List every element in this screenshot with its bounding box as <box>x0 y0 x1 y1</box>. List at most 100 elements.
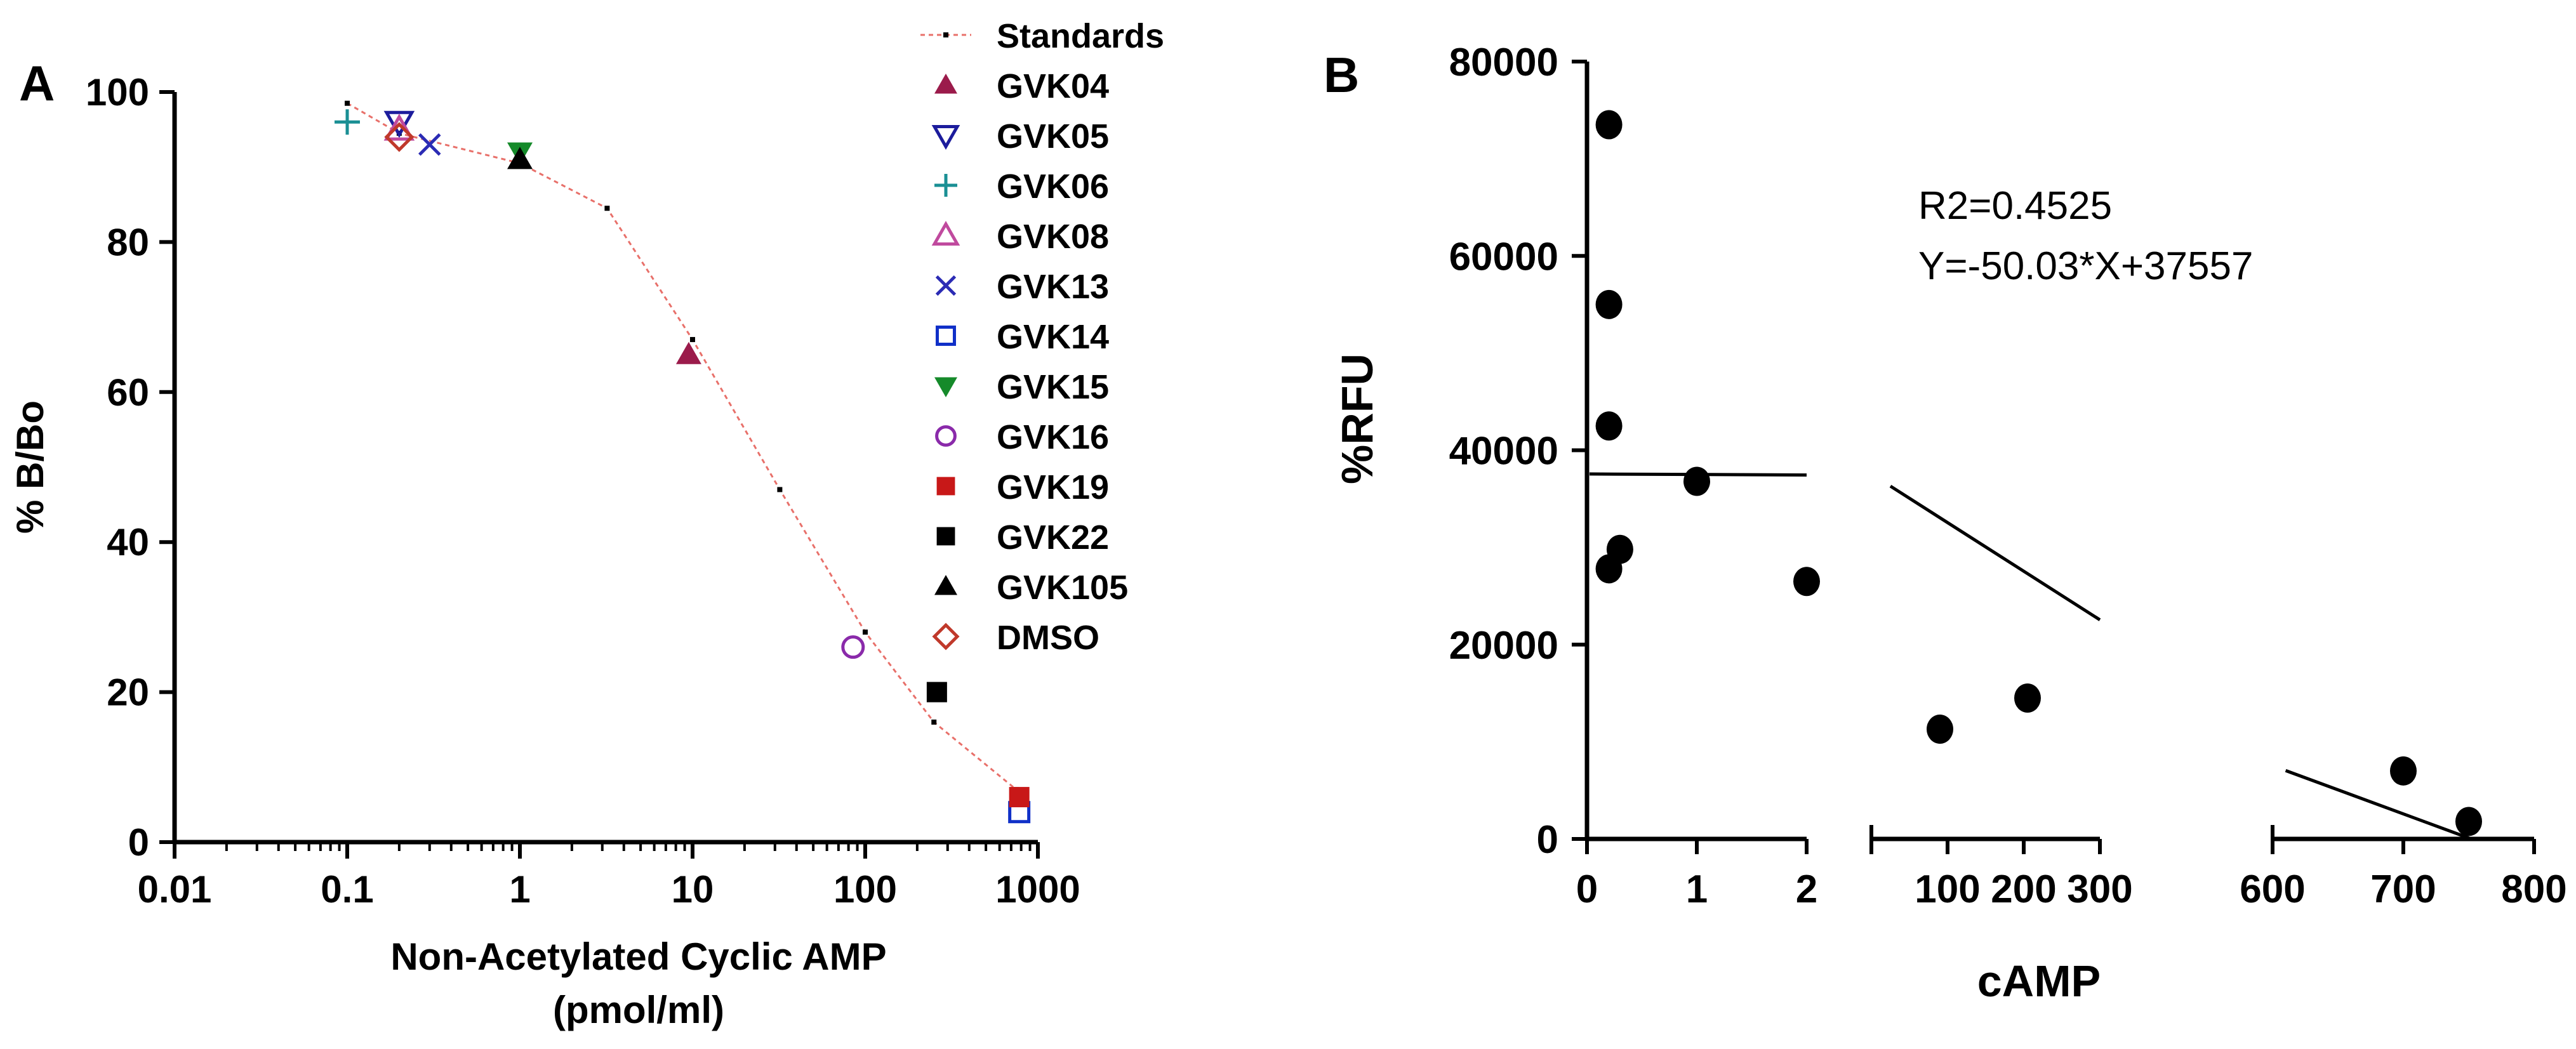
legend-label-gvk08: GVK08 <box>997 218 1109 256</box>
panel-b-points <box>1595 110 2482 836</box>
x-tick-label: 0.1 <box>321 868 373 911</box>
legend-marker-gvk13 <box>935 275 957 296</box>
panel-b: B 0 20000 40000 60000 80000 0 1 2 100 200 300 600 7… <box>1324 41 2567 1006</box>
panel-b-x-axis-segments: 0 1 2 100 200 300 600 700 800 <box>1576 825 2567 911</box>
point-gvk06 <box>335 109 360 135</box>
legend-marker-gvk04 <box>934 74 957 94</box>
legend-label-dmso: DMSO <box>997 619 1099 657</box>
y-tick-label: 40000 <box>1449 430 1558 473</box>
panel-b-x-label: cAMP <box>1977 956 2101 1006</box>
y-tick-label: 80000 <box>1449 41 1558 84</box>
x-tick-label: 200 <box>1991 868 2056 911</box>
legend-label-gvk14: GVK14 <box>997 318 1109 356</box>
standards-curve <box>347 102 1017 791</box>
y-tick-label: 80 <box>107 221 149 263</box>
x-tick-label: 700 <box>2370 868 2436 911</box>
y-tick-label: 40 <box>107 521 149 564</box>
panel-a-series-markers <box>335 109 1031 824</box>
panel-b-fit-lines <box>1589 472 2472 841</box>
point-gvk19 <box>1009 787 1030 808</box>
legend-label-gvk13: GVK13 <box>997 268 1109 306</box>
x-tick-label: 100 <box>1915 868 1980 911</box>
legend-marker-gvk06 <box>934 174 957 197</box>
standard-point <box>604 206 610 211</box>
x-tick-label: 100 <box>833 868 897 911</box>
legend-label-gvk06: GVK06 <box>997 168 1109 206</box>
y-tick-label: 20 <box>107 671 149 714</box>
legend-marker-gvk15 <box>934 377 957 397</box>
data-point <box>1927 714 1953 744</box>
point-gvk05 <box>383 110 415 138</box>
x-tick-label: 600 <box>2240 868 2305 911</box>
point-gvk13 <box>418 133 441 156</box>
legend-label-gvk15: GVK15 <box>997 368 1109 406</box>
data-point <box>2455 807 2482 836</box>
y-tick-label: 0 <box>128 821 149 864</box>
point-gvk105 <box>507 147 533 169</box>
panel-b-y-label: %RFU <box>1332 353 1382 484</box>
legend-marker-gvk16 <box>935 425 957 447</box>
x-tick-label: 800 <box>2501 868 2566 911</box>
legend-label-gvk22: GVK22 <box>997 518 1109 557</box>
standard-point <box>345 100 350 106</box>
legend-label-gvk16: GVK16 <box>997 418 1109 456</box>
standard-point <box>690 337 695 343</box>
x-tick-label: 0 <box>1576 868 1598 911</box>
legend-standards-marker <box>943 32 948 37</box>
point-gvk08 <box>383 114 415 141</box>
data-point <box>1595 554 1623 584</box>
legend-label-gvk04: GVK04 <box>997 67 1109 105</box>
fit-line-segment-2 <box>1889 484 2101 621</box>
standards-points <box>345 100 1019 793</box>
x-tick-label: 10 <box>672 868 714 911</box>
point-gvk16 <box>841 635 865 659</box>
legend-marker-dmso <box>932 623 960 650</box>
point-dmso <box>384 122 415 152</box>
legend-marker-gvk08 <box>931 220 960 246</box>
panel-a-label: A <box>19 55 55 111</box>
data-point <box>2390 756 2417 786</box>
data-point <box>2014 683 2041 713</box>
y-tick-label: 100 <box>86 71 149 114</box>
legend-marker-gvk05 <box>931 125 960 150</box>
data-point <box>1595 411 1623 441</box>
y-tick-label: 60000 <box>1449 235 1558 279</box>
legend-marker-gvk22 <box>936 527 955 546</box>
legend-label-standards: Standards <box>997 17 1164 55</box>
legend-label-gvk19: GVK19 <box>997 468 1109 506</box>
panel-a-y-label: % B/Bo <box>9 400 51 534</box>
standard-point <box>863 630 868 635</box>
data-point <box>1683 466 1710 496</box>
r-squared-annotation: R2=0.4525 <box>1918 184 2112 228</box>
data-point <box>1595 110 1623 140</box>
legend-marker-gvk14 <box>936 326 956 346</box>
legend-label-gvk105: GVK105 <box>997 569 1128 607</box>
x-tick-label: 2 <box>1796 868 1817 911</box>
y-tick-label: 60 <box>107 371 149 414</box>
legend-marker-gvk19 <box>936 477 955 496</box>
fit-line-segment-3 <box>2285 769 2472 841</box>
panel-a-x-label: Non-Acetylated Cyclic AMP <box>390 935 886 978</box>
standard-point <box>931 719 937 725</box>
legend-marker-gvk105 <box>934 575 957 595</box>
x-tick-label: 1 <box>1686 868 1708 911</box>
panel-a-x-ticks: 0.01 0.1 1 10 100 1000 <box>138 842 1080 911</box>
panel-b-label: B <box>1324 47 1359 103</box>
x-tick-label: 300 <box>2067 868 2132 911</box>
x-tick-label: 0.01 <box>138 868 212 911</box>
y-tick-label: 0 <box>1537 818 1558 862</box>
standard-point <box>777 487 783 492</box>
panel-a-x-label-units: (pmol/ml) <box>553 989 724 1031</box>
x-tick-label: 1000 <box>995 868 1080 911</box>
panel-a-legend: Standards GVK04 GVK05 GVK06 GVK08 GVK13 GVK14 G… <box>920 17 1164 657</box>
legend-label-gvk05: GVK05 <box>997 117 1109 155</box>
y-tick-label: 20000 <box>1449 624 1558 668</box>
x-tick-label: 1 <box>509 868 530 911</box>
regression-equation: Y=-50.03*X+37557 <box>1918 244 2253 288</box>
point-gvk22 <box>926 682 947 703</box>
panel-a-y-ticks: 0 20 40 60 80 100 <box>86 71 175 864</box>
point-gvk04 <box>675 341 701 364</box>
panel-b-y-ticks: 0 20000 40000 60000 80000 <box>1449 41 1587 862</box>
